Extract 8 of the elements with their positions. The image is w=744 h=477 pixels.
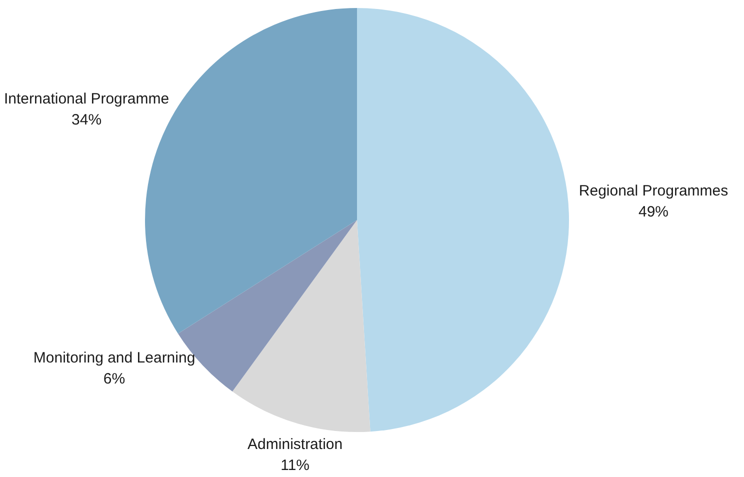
data-label: 6%: [103, 370, 126, 388]
data-label: 49%: [638, 204, 669, 221]
slice-label: Monitoring and Learning: [33, 350, 196, 367]
slice-label: Regional Programmes: [578, 182, 728, 200]
data-label: 11%: [280, 456, 310, 474]
slice-label: International Programme: [4, 90, 170, 108]
slice-label: Administration: [248, 436, 343, 453]
data-label: 34%: [72, 112, 102, 129]
